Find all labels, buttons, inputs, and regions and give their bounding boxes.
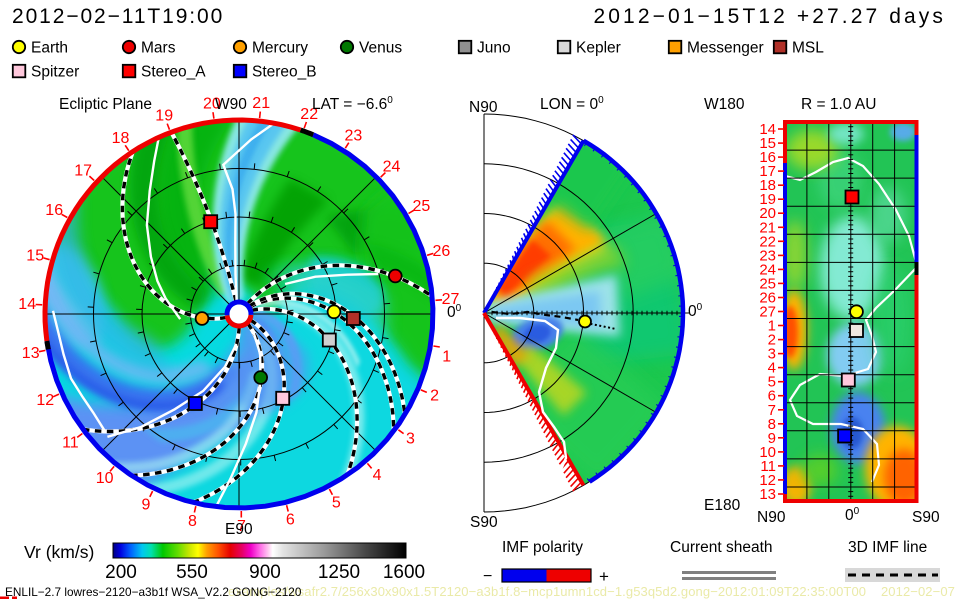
svg-text:21: 21 bbox=[252, 95, 270, 112]
svg-text:24: 24 bbox=[759, 261, 776, 278]
svg-text:1: 1 bbox=[442, 348, 451, 365]
svg-text:Mars: Mars bbox=[141, 40, 176, 57]
svg-text:12: 12 bbox=[759, 472, 776, 489]
svg-text:27: 27 bbox=[759, 304, 776, 321]
svg-text:16: 16 bbox=[45, 202, 63, 219]
svg-text:5: 5 bbox=[768, 374, 776, 391]
svg-text:3: 3 bbox=[406, 431, 415, 448]
svg-text:26: 26 bbox=[759, 290, 776, 307]
svg-text:550: 550 bbox=[176, 562, 208, 583]
svg-text:16: 16 bbox=[759, 149, 776, 166]
svg-text:Kepler: Kepler bbox=[576, 40, 621, 57]
svg-text:1: 1 bbox=[768, 318, 776, 335]
svg-text:10: 10 bbox=[96, 470, 114, 487]
svg-text:S90: S90 bbox=[912, 509, 940, 526]
svg-text:7: 7 bbox=[768, 402, 776, 419]
svg-text:9: 9 bbox=[142, 497, 151, 514]
svg-text:Earth: Earth bbox=[31, 40, 68, 57]
svg-text:11: 11 bbox=[760, 458, 776, 475]
svg-text:Current sheath: Current sheath bbox=[670, 539, 773, 556]
svg-text:Venus: Venus bbox=[359, 40, 402, 57]
svg-text:13: 13 bbox=[22, 345, 40, 362]
svg-text:1600: 1600 bbox=[383, 562, 425, 583]
svg-text:11: 11 bbox=[62, 435, 79, 452]
svg-text:+: + bbox=[599, 567, 609, 586]
svg-text:W90: W90 bbox=[215, 96, 247, 113]
svg-text:21: 21 bbox=[759, 219, 776, 236]
svg-text:examples/wsafr2.7/256x30x90x1.: examples/wsafr2.7/256x30x90x1.5T2120−a3b… bbox=[228, 584, 955, 599]
svg-text:19: 19 bbox=[759, 191, 776, 208]
svg-text:13: 13 bbox=[759, 486, 776, 503]
svg-text:2012−02−11T19:00: 2012−02−11T19:00 bbox=[12, 5, 224, 28]
svg-text:14: 14 bbox=[759, 121, 776, 138]
svg-text:3D IMF line: 3D IMF line bbox=[848, 539, 927, 556]
svg-text:4: 4 bbox=[768, 360, 776, 377]
svg-text:25: 25 bbox=[413, 198, 431, 215]
svg-text:Mercury: Mercury bbox=[252, 40, 308, 57]
svg-text:900: 900 bbox=[249, 562, 281, 583]
svg-text:19: 19 bbox=[155, 108, 173, 125]
svg-text:1250: 1250 bbox=[318, 562, 360, 583]
svg-text:27: 27 bbox=[442, 291, 460, 308]
svg-text:17: 17 bbox=[74, 162, 92, 179]
svg-text:IMF polarity: IMF polarity bbox=[502, 539, 583, 556]
svg-text:9: 9 bbox=[768, 430, 776, 447]
svg-text:200: 200 bbox=[105, 562, 137, 583]
svg-text:8: 8 bbox=[188, 513, 197, 530]
svg-text:Messenger: Messenger bbox=[687, 40, 764, 57]
svg-text:8: 8 bbox=[768, 416, 776, 433]
svg-text:E90: E90 bbox=[225, 521, 253, 538]
svg-text:22: 22 bbox=[300, 106, 318, 123]
svg-text:6: 6 bbox=[768, 388, 776, 405]
svg-text:7: 7 bbox=[237, 518, 246, 535]
svg-text:W180: W180 bbox=[704, 96, 745, 113]
svg-text:2: 2 bbox=[430, 388, 439, 405]
svg-text:2012−01−15T12 +27.27 days: 2012−01−15T12 +27.27 days bbox=[594, 5, 947, 28]
svg-text:Juno: Juno bbox=[477, 40, 511, 57]
svg-text:17: 17 bbox=[759, 163, 776, 180]
svg-text:Spitzer: Spitzer bbox=[31, 64, 79, 81]
svg-text:Vr (km/s): Vr (km/s) bbox=[24, 542, 94, 562]
svg-text:S90: S90 bbox=[470, 514, 498, 531]
svg-text:N90: N90 bbox=[469, 99, 498, 116]
svg-text:R = 1.0 AU: R = 1.0 AU bbox=[801, 96, 876, 113]
svg-text:20: 20 bbox=[203, 96, 221, 113]
svg-text:Stereo_B: Stereo_B bbox=[252, 64, 317, 81]
svg-text:2: 2 bbox=[768, 332, 776, 349]
svg-text:25: 25 bbox=[759, 275, 776, 292]
svg-text:LON = 00: LON = 00 bbox=[540, 95, 604, 113]
svg-text:10: 10 bbox=[759, 444, 776, 461]
svg-text:26: 26 bbox=[433, 243, 451, 260]
svg-text:18: 18 bbox=[112, 130, 130, 147]
svg-text:E180: E180 bbox=[704, 497, 741, 514]
svg-text:ENLIL−2.7 lowres−2120−a3b1f: ENLIL−2.7 lowres−2120−a3b1f WSA_V2.2 GON… bbox=[5, 585, 302, 599]
svg-text:15: 15 bbox=[759, 135, 776, 152]
svg-text:4: 4 bbox=[373, 467, 382, 484]
svg-text:−: − bbox=[483, 568, 492, 585]
svg-text:LAT = −6.60: LAT = −6.60 bbox=[312, 95, 393, 113]
svg-text:MSL: MSL bbox=[792, 40, 824, 57]
svg-text:23: 23 bbox=[759, 247, 776, 264]
svg-text:24: 24 bbox=[383, 159, 401, 176]
svg-text:20: 20 bbox=[759, 205, 776, 222]
svg-text:6: 6 bbox=[286, 512, 295, 529]
svg-text:22: 22 bbox=[759, 233, 776, 250]
svg-text:14: 14 bbox=[18, 296, 36, 313]
svg-text:Ecliptic Plane: Ecliptic Plane bbox=[59, 96, 152, 113]
svg-text:12: 12 bbox=[36, 392, 54, 409]
svg-text:N90: N90 bbox=[757, 509, 786, 526]
svg-text:18: 18 bbox=[759, 177, 776, 194]
svg-text:23: 23 bbox=[345, 128, 363, 145]
svg-text:Stereo_A: Stereo_A bbox=[141, 64, 206, 81]
svg-text:3: 3 bbox=[768, 346, 776, 363]
svg-text:15: 15 bbox=[26, 248, 44, 265]
svg-text:5: 5 bbox=[332, 494, 341, 511]
